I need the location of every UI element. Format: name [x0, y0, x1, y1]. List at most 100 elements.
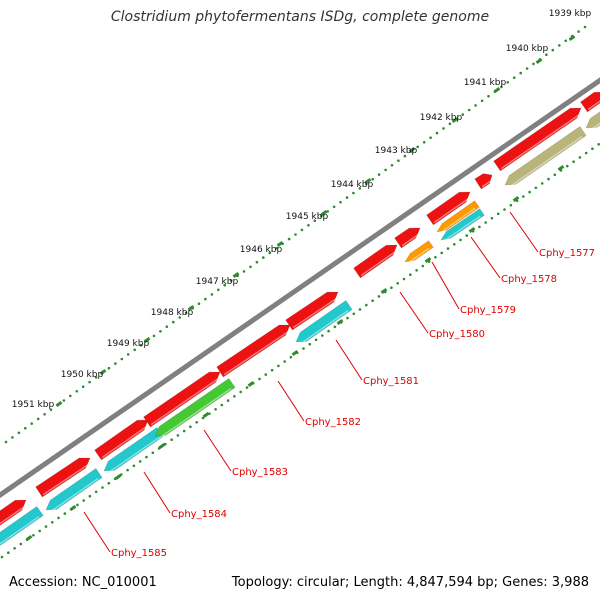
ruler-major-tick	[187, 305, 195, 311]
ruler-tick-label: 1948 kbp	[151, 308, 194, 318]
gene-red[interactable]	[394, 227, 421, 249]
ruler-dot	[138, 460, 142, 463]
gene-orange[interactable]	[404, 240, 434, 264]
gene-cyan[interactable]	[440, 208, 485, 242]
gene-label[interactable]: Cphy_1584	[171, 509, 227, 520]
gene-red[interactable]	[94, 419, 149, 461]
gene-olive[interactable]	[585, 111, 600, 131]
ruler-dot	[204, 297, 207, 301]
ruler-dot	[459, 238, 462, 242]
ruler-dot	[512, 76, 516, 79]
ruler-major-tick	[99, 369, 107, 375]
gene-red[interactable]	[35, 457, 91, 498]
ruler-dot	[262, 256, 265, 259]
ruler-major-tick	[114, 474, 122, 480]
gene-label[interactable]: Cphy_1585	[111, 548, 167, 559]
gene-label[interactable]: Cphy_1579	[460, 305, 516, 316]
ruler-dot	[313, 219, 317, 222]
ruler-dot	[422, 141, 426, 144]
ruler-dot	[51, 521, 54, 524]
gene-label[interactable]: Cphy_1578	[501, 274, 557, 285]
forward-strand-genes[interactable]	[0, 91, 600, 530]
gene-red[interactable]	[353, 244, 398, 279]
ruler-major-tick	[424, 257, 432, 263]
gene-red[interactable]	[426, 191, 471, 226]
ruler-dot	[397, 159, 400, 162]
ruler-dot	[584, 151, 588, 155]
ruler-dot	[36, 417, 40, 421]
ruler-dot	[133, 348, 136, 352]
genome-backbone	[0, 77, 600, 499]
gene-label[interactable]: Cphy_1583	[232, 467, 288, 478]
ruler-dot	[107, 366, 111, 370]
gene-label[interactable]: Cphy_1580	[429, 329, 485, 340]
ruler-dot	[352, 312, 356, 316]
gene-red[interactable]	[580, 91, 600, 113]
ruler-dot	[558, 44, 561, 47]
ruler-major-tick	[493, 87, 501, 93]
ruler-dot	[358, 308, 362, 311]
ruler-dot	[220, 403, 224, 407]
gene-red[interactable]	[143, 371, 221, 428]
ruler-dot	[333, 325, 337, 329]
ruler-dot	[165, 325, 169, 329]
ruler-dot	[415, 269, 418, 272]
ruler-dot	[480, 99, 484, 103]
gene-red[interactable]	[0, 499, 27, 530]
ruler-dot	[172, 320, 175, 324]
inner-ruler-major-ticks	[25, 165, 565, 541]
gene-red[interactable]	[493, 107, 582, 172]
ruler-tick-label: 1942 kbp	[420, 113, 463, 123]
ruler-dot	[583, 25, 587, 29]
ruler-tick-label: 1950 kbp	[61, 370, 104, 380]
leader-line	[83, 511, 111, 553]
ruler-dot	[88, 380, 91, 384]
ruler-tick-label: 1947 kbp	[196, 277, 239, 287]
ruler-dot	[126, 353, 130, 356]
gene-cyan[interactable]	[295, 300, 353, 345]
ruler-tick-label: 1941 kbp	[464, 78, 507, 88]
gene-label[interactable]: Cphy_1577	[539, 248, 595, 259]
ruler-dot	[547, 177, 550, 181]
ruler-dot	[126, 468, 129, 472]
gene-red[interactable]	[285, 291, 339, 331]
ruler-tick-label: 1946 kbp	[240, 245, 283, 255]
gene-red[interactable]	[216, 324, 291, 378]
gene-cyan[interactable]	[45, 468, 103, 513]
genome-summary: Topology: circular; Length: 4,847,594 bp…	[231, 575, 589, 590]
ruler-major-tick	[276, 241, 284, 247]
ruler-dot	[30, 422, 33, 425]
ruler-major-tick	[535, 58, 543, 64]
ruler-dot	[532, 62, 535, 66]
ruler-dot	[490, 216, 494, 220]
gene-red[interactable]	[474, 173, 493, 190]
ruler-dot	[597, 143, 600, 146]
ruler-dot	[255, 260, 259, 264]
ruler-dot	[453, 243, 456, 246]
ruler-dot	[277, 364, 280, 368]
ruler-major-tick	[408, 147, 416, 153]
ruler-dot	[38, 529, 41, 533]
ruler-dot	[13, 547, 16, 550]
ruler-dot	[120, 357, 124, 361]
ruler-tick-label: 1943 kbp	[375, 146, 418, 156]
ruler-dot	[434, 255, 437, 259]
ruler-dot	[332, 205, 336, 209]
gene-label[interactable]: Cphy_1581	[363, 376, 419, 387]
accession-label: Accession: NC_010001	[9, 575, 157, 590]
ruler-dot	[274, 247, 278, 250]
ruler-major-tick	[143, 337, 151, 343]
gene-label-leaders	[83, 211, 539, 553]
gene-label[interactable]: Cphy_1582	[305, 417, 361, 428]
reverse-strand-genes[interactable]	[0, 111, 600, 549]
ruler-major-tick	[202, 412, 210, 418]
ruler-dot	[416, 145, 420, 149]
gene-green[interactable]	[154, 378, 236, 439]
gene-orange[interactable]	[436, 200, 480, 234]
ruler-dot	[289, 355, 293, 359]
ruler-dot	[509, 203, 513, 207]
gene-olive[interactable]	[504, 126, 587, 188]
gene-labels: Cphy_1577 Cphy_1578 Cphy_1579 Cphy_1580 Cphy…	[111, 248, 595, 559]
gene-cyan[interactable]	[0, 506, 44, 549]
